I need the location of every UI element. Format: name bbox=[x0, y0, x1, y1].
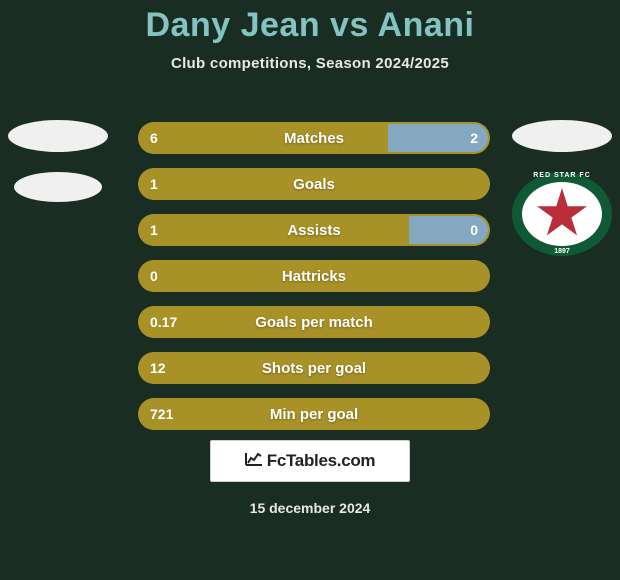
stat-row: 0.17Goals per match bbox=[138, 306, 490, 338]
brand-text: FcTables.com bbox=[267, 451, 376, 471]
stat-label: Matches bbox=[138, 122, 490, 154]
placeholder-badge bbox=[512, 120, 612, 152]
stat-row: 10Assists bbox=[138, 214, 490, 246]
stat-row: 0Hattricks bbox=[138, 260, 490, 292]
stat-label: Goals per match bbox=[138, 306, 490, 338]
star-icon bbox=[536, 188, 588, 240]
stat-label: Assists bbox=[138, 214, 490, 246]
stat-label: Hattricks bbox=[138, 260, 490, 292]
badge-bottom-text: 1897 bbox=[512, 248, 612, 255]
stat-row: 12Shots per goal bbox=[138, 352, 490, 384]
date-text: 15 december 2024 bbox=[0, 500, 620, 516]
stat-label: Goals bbox=[138, 168, 490, 200]
stats-container: 62Matches 1Goals 10Assists 0Hattricks 0.17Go… bbox=[138, 122, 490, 430]
page-title: Dany Jean vs Anani bbox=[0, 0, 620, 45]
left-badges bbox=[8, 120, 108, 202]
stat-label: Shots per goal bbox=[138, 352, 490, 384]
subtitle: Club competitions, Season 2024/2025 bbox=[0, 55, 620, 72]
stat-row: 721Min per goal bbox=[138, 398, 490, 430]
placeholder-badge bbox=[14, 172, 102, 202]
stat-label: Min per goal bbox=[138, 398, 490, 430]
badge-top-text: RED STAR FC bbox=[512, 172, 612, 179]
brand-box[interactable]: FcTables.com bbox=[210, 440, 410, 482]
stat-row: 62Matches bbox=[138, 122, 490, 154]
stat-row: 1Goals bbox=[138, 168, 490, 200]
right-badges: RED STAR FC 1897 bbox=[512, 120, 612, 256]
chart-icon bbox=[245, 452, 263, 471]
placeholder-badge bbox=[8, 120, 108, 152]
badge-center bbox=[530, 190, 594, 238]
club-badge: RED STAR FC 1897 bbox=[512, 172, 612, 256]
